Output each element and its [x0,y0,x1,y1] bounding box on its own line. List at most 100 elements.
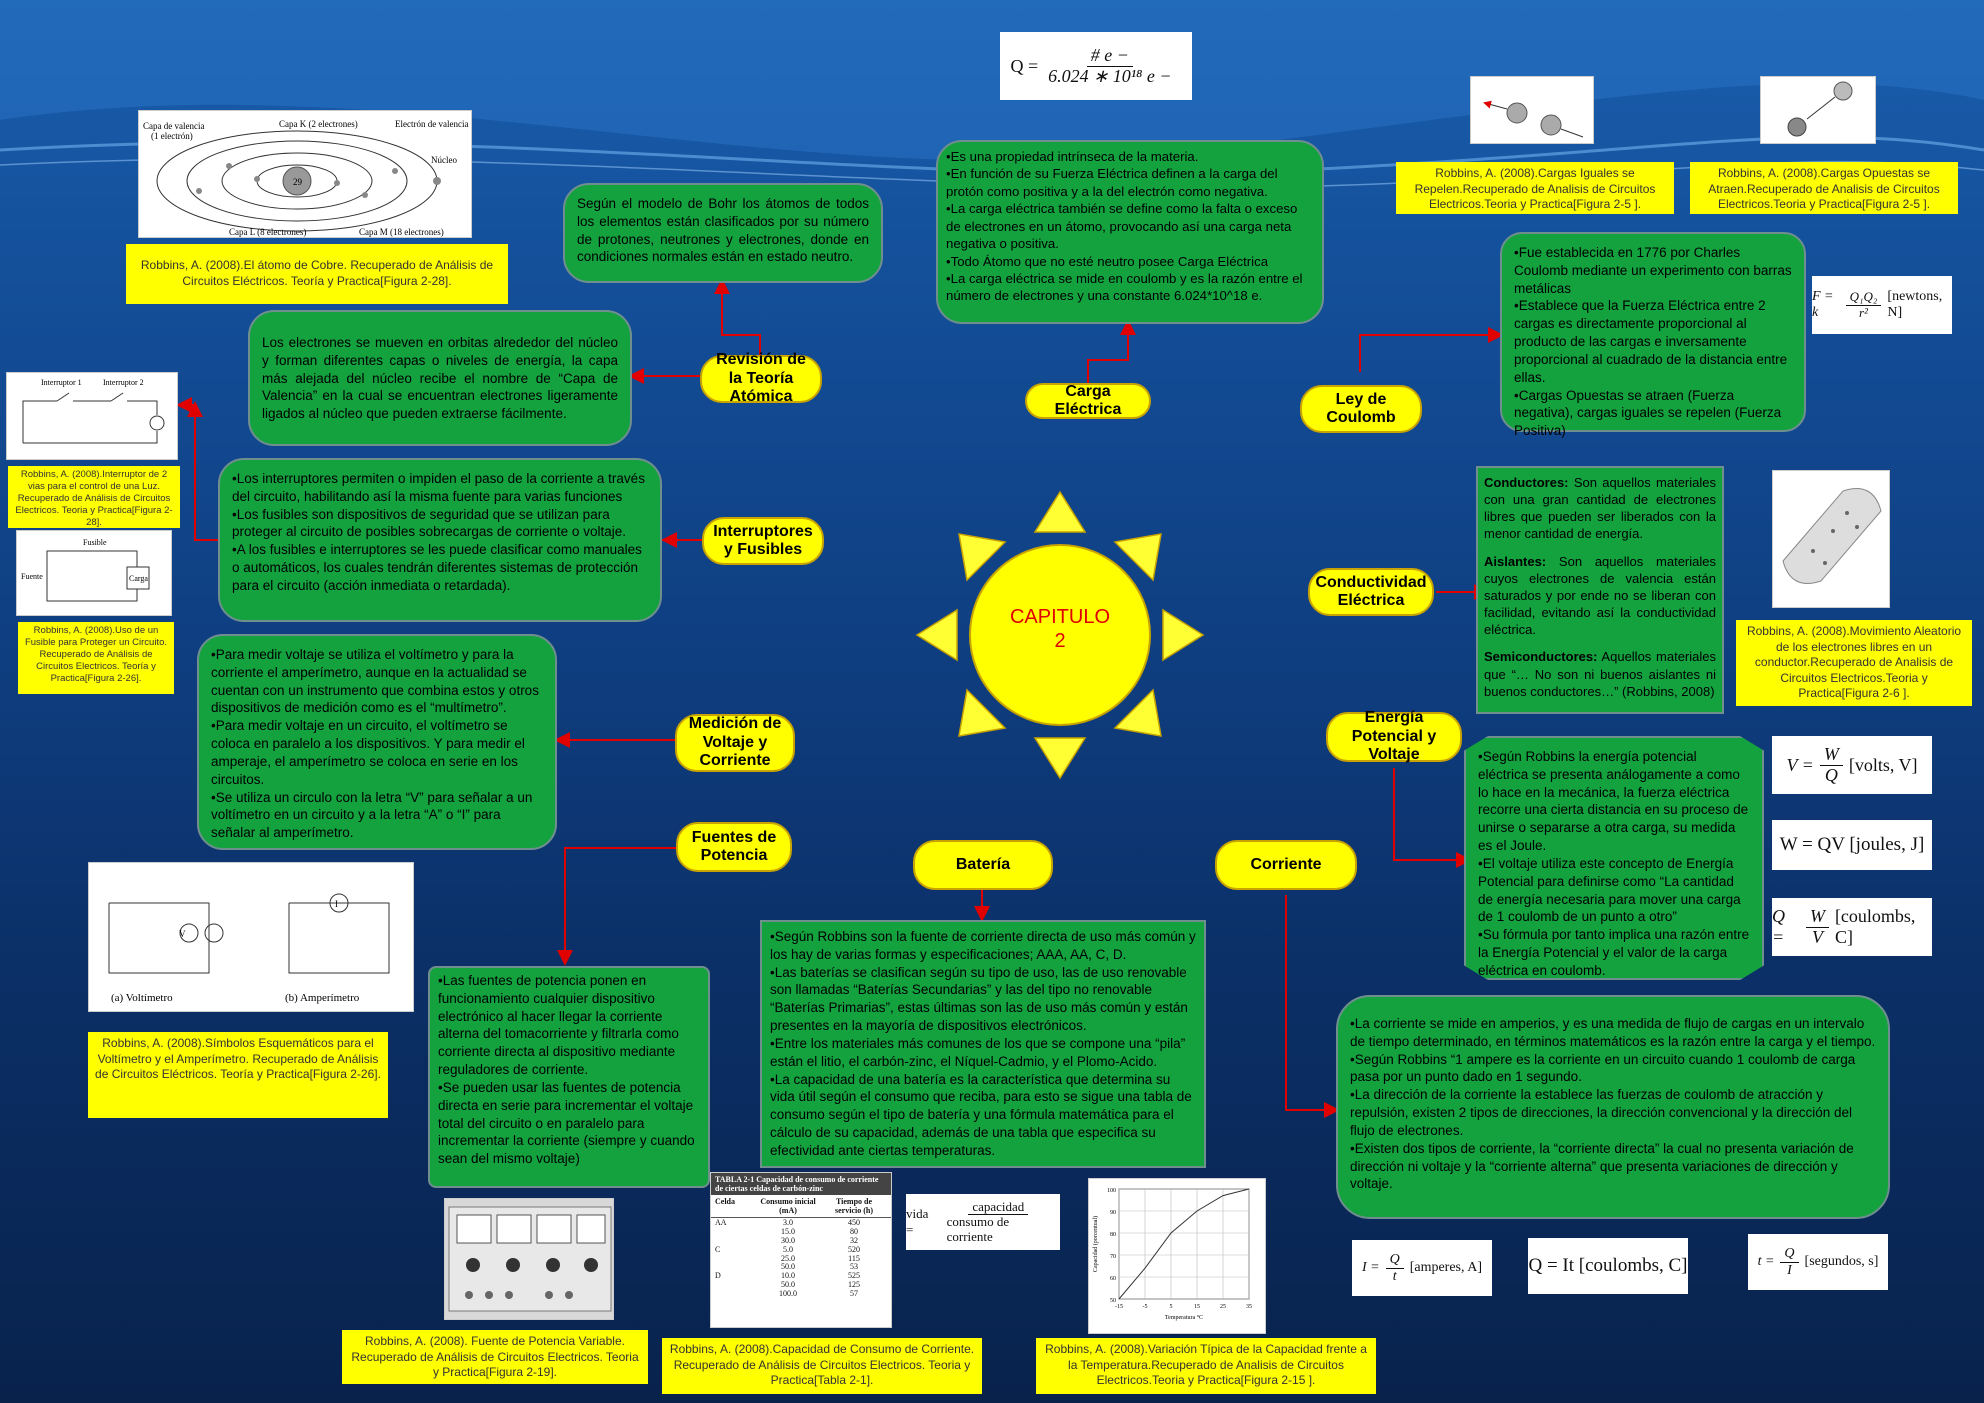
box-conductividad: Conductores: Son aquellos materiales con… [1476,466,1724,714]
atomic-number: 29 [293,177,303,187]
carga-item: •La carga eléctrica también se define co… [946,201,1298,252]
bateria-item: •Las baterías se clasifican según su tip… [770,964,1188,1034]
table-row: AA 3.0 450 [715,1219,887,1228]
node-ley-coulomb[interactable]: Ley de Coulomb [1300,385,1422,433]
node-energia-potencial[interactable]: Energía Potencial y Voltaje [1326,709,1462,763]
formula-tiempo-den: I [1787,1262,1792,1278]
box-corriente: •La corriente se mide en amperios, y es … [1336,995,1890,1219]
label-voltimetro: (a) Voltímetro [111,992,173,1004]
movimiento-drawing [1782,488,1882,584]
table-cell: 15.0 [781,1227,795,1237]
cargas-opuestas-drawing [1787,81,1853,137]
corriente-item: •Según Robbins “1 ampere es la corriente… [1350,1051,1856,1085]
conductores-text: Conductores: Son aquellos materiales con… [1484,474,1716,543]
box-coulomb: •Fue establecida en 1776 por Charles Cou… [1500,232,1806,438]
table-row: 100.0 57 [715,1288,887,1299]
table-cell: AA [715,1218,727,1228]
label-amperimetro: (b) Amperímetro [285,992,360,1004]
node-corriente[interactable]: Corriente [1215,840,1357,890]
medicion-item: •Se utiliza un circulo con la letra “V” … [211,789,533,841]
aislantes-title: Aislantes: [1484,553,1547,569]
table-cell: 53 [850,1262,858,1272]
formula-carga-lhs: Q = [1010,55,1039,76]
formula-voltaje-lhs: V = [1786,754,1814,775]
chapter-title-line1: CAPITULO [1009,606,1111,628]
node-conductividad[interactable]: Conductividad Eléctrica [1308,568,1434,616]
table-cell: 100.0 [779,1288,797,1298]
chart-ylabel: Capacidad (porcentual) [1092,1216,1099,1272]
node-carga-electrica[interactable]: Carga Eléctrica [1025,383,1151,419]
formula-voltaje-den: Q [1824,764,1838,785]
table-row: 50.0 53 [715,1263,887,1272]
formula-carga-v-den: V [1811,926,1823,947]
central-sun [915,490,1205,780]
node-fuentes-potencia[interactable]: Fuentes de Potencia [676,822,792,872]
box-bateria: •Según Robbins son la fuente de corrient… [760,920,1206,1168]
aislantes-desc: Son aquellos materiales cuyos electrones… [1484,553,1716,638]
table-cell: D [715,1271,721,1281]
box-bohr: Según el modelo de Bohr los átomos de to… [563,183,883,283]
medicion-item: •Para medir voltaje en un circuito, el v… [211,718,525,787]
chapter-title-line2: 2 [1054,630,1066,652]
box-electrones-text: Los electrones se mueven en orbitas alre… [262,335,618,422]
chart-ytick-label: 100 [1107,1188,1116,1194]
label-un-electron: (1 electrón) [151,131,193,141]
chart-series-line [1118,1188,1250,1300]
table-header-cell: Celda [715,1197,735,1207]
figure-cargas-opuestas [1760,76,1876,144]
node-bateria[interactable]: Batería [913,840,1053,890]
chart-ytick-label: 60 [1110,1276,1116,1282]
table-cell: 5.0 [783,1244,793,1254]
table-cell: 30.0 [781,1235,795,1245]
label-capa-valencia: Capa de valencia [143,121,204,131]
formula-voltaje-num: W [1819,744,1843,766]
formula-carga-v-unit: [coulombs, C] [1834,906,1916,947]
simbolos-drawing: V I (a) Voltímetro (b) Amperímetro [108,893,390,1004]
voltmeter-v-icon: V [179,929,186,939]
table-body: AA 3.0 450 15.0 80 30.0 32 C 5.0 520 25.0 115 50.0 53… [711,1218,891,1299]
figure-fuente-potencia [444,1198,614,1320]
chart-svg: 100 90 80 70 60 50-15 -5 5 15 25 35 Temperatura °C C… [1092,1188,1252,1321]
chart-xlabel: Temperatura °C [1165,1314,1203,1321]
formula-carga-v-lhs: Q = [1772,906,1785,947]
energia-item: •Según Robbins la energía potencial eléc… [1478,749,1749,854]
label-nucleo: Núcleo [431,155,457,165]
node-interruptores-fusibles[interactable]: Interruptores y Fusibles [702,517,824,565]
corriente-item: •Existen dos tipos de corriente, la “cor… [1350,1140,1854,1192]
node-medicion[interactable]: Medición de Voltaje y Corriente [675,714,795,772]
energia-item: •Su fórmula por tanto implica una razón … [1478,927,1750,978]
formula-coulomb-den: r² [1859,304,1868,320]
coulomb-item: •Fue establecida en 1776 por Charles Cou… [1514,245,1792,296]
formula-voltaje-unit: [volts, V] [1848,754,1918,775]
box-interruptores: •Los interruptores permiten o impiden el… [218,458,662,622]
formula-energia: W = QV [joules, J] [1772,820,1932,870]
semiconductores-text: Semiconductores: Aquellos materiales que… [1484,648,1716,699]
chart-xtick-label: -15 [1115,1304,1123,1310]
table-cell: 3.0 [783,1218,793,1228]
table-row: 30.0 32 [715,1235,887,1246]
label-capa-k: Capa K (2 electrones) [279,119,358,129]
table-row: 15.0 80 [715,1227,887,1237]
formula-coulomb-unit: [newtons, N] [1887,289,1943,320]
table-cell: 50.0 [781,1279,795,1289]
node-teoria-atomica[interactable]: Revisión de la Teoría Atómica [700,351,822,405]
formula-vida-den: consumo de corriente [946,1214,1010,1244]
caption-cargas-iguales: Robbins, A. (2008).Cargas Iguales se Rep… [1396,162,1674,214]
chart-frame [1118,1188,1250,1300]
table-row: C 5.0 520 [715,1244,887,1255]
formula-coulomb: F = k Q₁Q₂ r² [newtons, N] [1812,276,1952,334]
atom-drawing: 29 Capa de valencia (1 electrón) Capa K … [143,119,468,237]
corriente-item: •La dirección de la corriente la estable… [1350,1087,1853,1138]
chart-xtick-label: 35 [1246,1304,1252,1310]
table-cell: 32 [850,1235,858,1245]
bateria-item: •Entre los materiales más comunes de los… [770,1035,1186,1069]
formula-carga-tiempo: Q = It [coulombs, C] [1528,1238,1688,1294]
formula-tiempo-num: Q [1780,1246,1799,1263]
table-cell [715,1255,753,1264]
caption-simbolos: Robbins, A. (2008).Símbolos Esquemáticos… [88,1032,388,1118]
interruptores-item: •A los fusibles e interruptores se les p… [232,542,642,593]
